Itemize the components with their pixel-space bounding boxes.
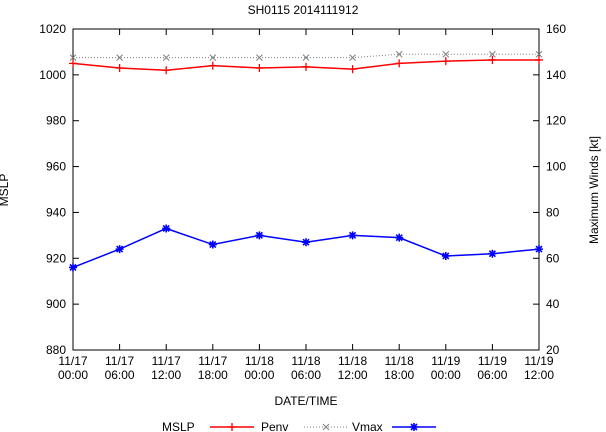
y2-tick-label: 160 (546, 22, 566, 36)
series-penv (69, 50, 543, 62)
data-point (442, 50, 450, 58)
legend-label: MSLP (162, 420, 195, 432)
y-axis-right: 20 40 60 80 100 120 140 160 (546, 22, 566, 357)
data-point (348, 65, 357, 74)
legend-label: Vmax (352, 420, 383, 432)
y2-tick-label: 140 (546, 68, 566, 82)
data-point (302, 238, 310, 247)
x-axis-label: DATE/TIME (274, 394, 337, 408)
data-point (395, 50, 403, 58)
y2-tick-label: 100 (546, 160, 566, 174)
y-tick-label: 960 (46, 160, 66, 174)
y2-tick-label: 80 (546, 205, 560, 219)
y2-tick-label: 60 (546, 251, 560, 265)
data-point (302, 54, 310, 62)
y2-tick-label: 120 (546, 114, 566, 128)
data-point (69, 59, 77, 68)
data-point (349, 54, 356, 62)
data-point (410, 423, 418, 431)
data-point (208, 61, 217, 70)
series-vmax (69, 224, 543, 272)
x-tick-label: 11/19 00:00 (431, 354, 461, 382)
data-point (256, 54, 263, 62)
series-layer (69, 50, 543, 272)
y-tick-label: 1000 (39, 68, 66, 82)
x-tick-label: 11/18 00:00 (244, 354, 274, 382)
x-tick-label: 11/17 18:00 (198, 354, 228, 382)
y-tick-label: 940 (46, 205, 66, 219)
data-point (322, 423, 330, 431)
legend: MSLP Penv Vmax (162, 420, 436, 432)
data-point (441, 57, 450, 66)
data-point (255, 231, 264, 240)
data-point (116, 54, 123, 62)
data-point (535, 50, 543, 58)
y-axis-label: MSLP (0, 174, 11, 207)
x-axis: 11/17 00:00 11/17 06:00 11/17 12:00 11/17 18:00… (58, 29, 554, 382)
y-tick-label: 920 (46, 251, 66, 265)
x-tick-label: 11/18 18:00 (384, 354, 414, 382)
data-point (488, 249, 497, 258)
chart-title: SH0115 2014111912 (248, 3, 359, 17)
series-mslp (69, 55, 543, 75)
data-point (395, 233, 404, 242)
y-tick-label: 1020 (39, 22, 66, 36)
data-point (255, 63, 264, 72)
data-point (69, 263, 77, 272)
y-axis-left: 880 900 920 940 960 980 1000 1020 (39, 22, 539, 357)
x-tick-label: 11/17 12:00 (151, 354, 181, 382)
data-point (395, 59, 404, 68)
data-point (162, 224, 171, 233)
data-point (162, 54, 170, 62)
data-point (162, 66, 171, 75)
x-tick-label: 11/19 06:00 (477, 354, 507, 382)
data-point (489, 50, 496, 58)
series-line (72, 227, 540, 269)
y-tick-label: 880 (46, 343, 66, 357)
data-point (302, 62, 310, 71)
data-point (115, 245, 124, 254)
data-point (441, 251, 450, 260)
data-point (535, 55, 543, 64)
x-tick-label: 11/18 06:00 (291, 354, 321, 382)
y-tick-label: 980 (46, 114, 66, 128)
data-point (69, 54, 77, 62)
data-point (115, 63, 124, 72)
x-tick-label: 11/17 00:00 (58, 354, 88, 382)
plot-area (72, 28, 540, 351)
y2-tick-label: 20 (546, 343, 560, 357)
y-tick-label: 900 (46, 297, 66, 311)
x-tick-label: 11/19 12:00 (524, 354, 554, 382)
data-point (228, 423, 236, 431)
data-point (488, 55, 497, 64)
x-tick-label: 11/17 06:00 (105, 354, 135, 382)
data-point (208, 240, 217, 249)
x-tick-label: 11/18 12:00 (338, 354, 368, 382)
legend-label: Penv (261, 420, 288, 432)
data-point (535, 245, 543, 254)
data-point (209, 54, 217, 62)
y2-tick-label: 40 (546, 297, 560, 311)
data-point (348, 231, 357, 240)
y2-axis-label: Maximum Winds [kt] (587, 136, 601, 244)
